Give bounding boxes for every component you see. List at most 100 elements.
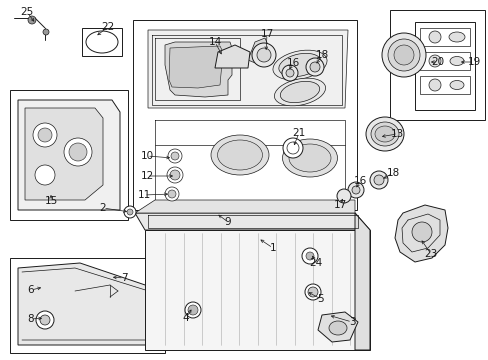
Circle shape bbox=[373, 175, 383, 185]
Circle shape bbox=[184, 302, 201, 318]
Ellipse shape bbox=[374, 126, 394, 142]
Circle shape bbox=[285, 69, 293, 77]
Text: 8: 8 bbox=[28, 314, 34, 324]
Bar bbox=[389, 10, 484, 120]
Circle shape bbox=[369, 171, 387, 189]
Circle shape bbox=[336, 189, 350, 203]
Text: 19: 19 bbox=[467, 57, 480, 67]
Text: 17: 17 bbox=[333, 200, 346, 210]
Bar bbox=[133, 20, 356, 210]
Circle shape bbox=[124, 206, 136, 218]
Text: 17: 17 bbox=[260, 29, 273, 39]
Bar bbox=[414, 22, 474, 110]
Circle shape bbox=[428, 55, 440, 67]
Circle shape bbox=[64, 138, 92, 166]
Circle shape bbox=[168, 149, 182, 163]
Circle shape bbox=[305, 284, 320, 300]
Text: 20: 20 bbox=[430, 57, 444, 67]
Bar bbox=[419, 76, 469, 94]
Text: 7: 7 bbox=[121, 273, 127, 283]
Text: 4: 4 bbox=[183, 313, 189, 323]
Circle shape bbox=[302, 248, 317, 264]
Polygon shape bbox=[25, 108, 103, 200]
Circle shape bbox=[38, 128, 52, 142]
Text: 5: 5 bbox=[317, 294, 324, 304]
Text: 16: 16 bbox=[353, 176, 366, 186]
Text: 13: 13 bbox=[389, 129, 403, 139]
Ellipse shape bbox=[272, 50, 326, 80]
Text: 18: 18 bbox=[315, 50, 328, 60]
Polygon shape bbox=[18, 100, 120, 210]
Circle shape bbox=[428, 79, 440, 91]
Polygon shape bbox=[18, 263, 160, 345]
Circle shape bbox=[170, 170, 180, 180]
Circle shape bbox=[381, 33, 425, 77]
Polygon shape bbox=[145, 230, 369, 350]
Circle shape bbox=[40, 315, 50, 325]
Text: 3: 3 bbox=[348, 317, 355, 327]
Ellipse shape bbox=[274, 78, 325, 106]
Bar bbox=[419, 52, 469, 70]
Bar bbox=[10, 90, 128, 220]
Circle shape bbox=[282, 65, 297, 81]
Ellipse shape bbox=[448, 32, 464, 42]
Polygon shape bbox=[215, 45, 249, 68]
Circle shape bbox=[36, 311, 54, 329]
Circle shape bbox=[164, 187, 179, 201]
Text: 2: 2 bbox=[100, 203, 106, 213]
Text: 22: 22 bbox=[101, 22, 114, 32]
Text: 24: 24 bbox=[309, 258, 322, 268]
Circle shape bbox=[127, 209, 133, 215]
Circle shape bbox=[257, 48, 270, 62]
Polygon shape bbox=[354, 213, 369, 350]
Polygon shape bbox=[247, 38, 267, 65]
Circle shape bbox=[167, 167, 183, 183]
Bar bbox=[10, 258, 164, 353]
Circle shape bbox=[305, 252, 313, 260]
Ellipse shape bbox=[370, 122, 398, 146]
Text: 11: 11 bbox=[137, 190, 150, 200]
Polygon shape bbox=[394, 205, 447, 262]
Text: 6: 6 bbox=[28, 285, 34, 295]
Text: 14: 14 bbox=[208, 37, 221, 47]
Circle shape bbox=[283, 138, 303, 158]
Polygon shape bbox=[169, 46, 223, 88]
Polygon shape bbox=[317, 312, 357, 342]
Polygon shape bbox=[135, 213, 369, 230]
Circle shape bbox=[69, 143, 87, 161]
Ellipse shape bbox=[86, 31, 118, 53]
Circle shape bbox=[351, 186, 359, 194]
Circle shape bbox=[411, 222, 431, 242]
Text: 21: 21 bbox=[292, 128, 305, 138]
Circle shape bbox=[428, 31, 440, 43]
Circle shape bbox=[171, 152, 179, 160]
Text: 1: 1 bbox=[269, 243, 276, 253]
Circle shape bbox=[168, 190, 176, 198]
Text: 23: 23 bbox=[424, 249, 437, 259]
Circle shape bbox=[307, 287, 317, 297]
Text: 12: 12 bbox=[140, 171, 153, 181]
Ellipse shape bbox=[328, 321, 346, 335]
Text: 16: 16 bbox=[286, 58, 299, 68]
Polygon shape bbox=[164, 42, 231, 97]
Circle shape bbox=[387, 39, 419, 71]
Ellipse shape bbox=[217, 140, 262, 170]
Circle shape bbox=[33, 123, 57, 147]
Circle shape bbox=[251, 43, 275, 67]
Circle shape bbox=[393, 45, 413, 65]
Circle shape bbox=[309, 62, 319, 72]
Text: 25: 25 bbox=[20, 7, 34, 17]
Circle shape bbox=[286, 142, 298, 154]
Ellipse shape bbox=[282, 139, 337, 177]
Circle shape bbox=[28, 16, 36, 24]
Ellipse shape bbox=[278, 53, 321, 77]
Ellipse shape bbox=[449, 57, 463, 66]
Circle shape bbox=[305, 58, 324, 76]
Text: 10: 10 bbox=[140, 151, 153, 161]
Text: 15: 15 bbox=[44, 196, 58, 206]
Ellipse shape bbox=[288, 144, 330, 172]
Circle shape bbox=[347, 182, 363, 198]
Circle shape bbox=[43, 29, 49, 35]
Ellipse shape bbox=[210, 135, 268, 175]
Ellipse shape bbox=[449, 81, 463, 90]
